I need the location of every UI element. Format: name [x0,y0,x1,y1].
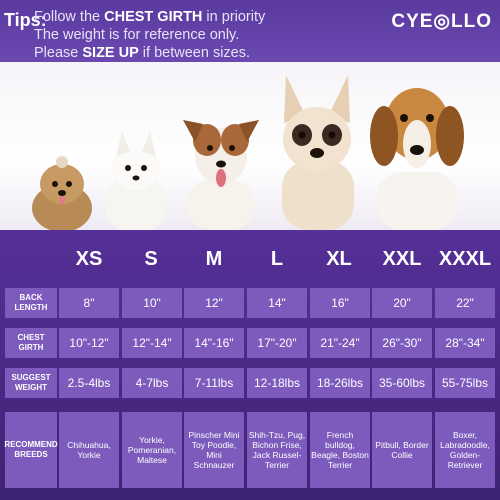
back-length-s: 10" [122,288,182,318]
size-s: S [144,248,158,270]
breeds-l: Shih-Tzu, Pug, Bichon Frise, Jack Russel… [247,412,307,488]
chest-girth-xl: 21"-24" [310,328,370,358]
tips-line-1-pre: Follow the [34,9,105,25]
dog-photo-strip [0,62,500,230]
tips-line-3-post: if between sizes. [138,45,251,61]
tips-line-3: Please SIZE UP if between sizes. [34,44,334,62]
suggest-weight-xxl: 35-60lbs [372,368,432,398]
tips-label: Tips: [4,10,47,30]
size-header-row: XS S M L XL XXL XXXL [0,248,500,278]
back-length-xxl: 20" [372,288,432,318]
breeds-xxl: Pitbull, Border Collie [372,412,432,488]
tips-line-1-post: in priority [202,9,266,25]
yorkie-photo [32,156,92,230]
size-xxl: XXL [382,248,422,270]
chest-girth-s: 12"-14" [122,328,182,358]
back-length-l: 14" [247,288,307,318]
breeds-s: Yorkie, Pomeranian, Maltese [122,412,182,488]
back-length-xs: 8" [59,288,119,318]
suggest-weight-xs: 2.5-4lbs [59,368,119,398]
breeds-m: Pinscher Mini Toy Poodle, Mini Schnauzer [184,412,244,488]
back-length-row: BACK LENGTH 8" 10" 12" 14" 16" 20" 22" [0,288,500,318]
suggest-weight-xl: 18-26lbs [310,368,370,398]
breeds-xs: Chihuahua, Yorkie [59,412,119,488]
jack-russell-photo [183,120,259,230]
size-xl: XL [326,248,352,270]
size-xxxl: XXXL [438,248,492,270]
suggest-weight-l: 12-18lbs [247,368,307,398]
french-bulldog-photo [282,75,354,230]
chest-girth-m: 14"-16" [184,328,244,358]
tips-line-2: The weight is for reference only. [34,27,240,43]
chest-girth-l: 17"-20" [247,328,307,358]
chest-girth-xxl: 26"-30" [372,328,432,358]
recommend-breeds-row: RECOMMEND BREEDS Chihuahua, Yorkie Yorki… [0,412,500,488]
back-length-xxxl: 22" [435,288,495,318]
tips-line-1-bold: CHEST GIRTH [104,9,203,25]
chest-girth-xs: 10"-12" [59,328,119,358]
back-length-m: 12" [184,288,244,318]
size-l: L [270,248,284,270]
tips-banner [0,0,500,62]
breeds-xl: French bulldog, Beagle, Boston Terrier [310,412,370,488]
breeds-xxxl: Boxer, Labradoodle, Golden-Retriever [435,412,495,488]
tips-line-3-bold: SIZE UP [82,45,139,61]
suggest-weight-s: 4-7lbs [122,368,182,398]
size-xs: XS [75,248,103,270]
suggest-weight-row: SUGGEST WEIGHT 2.5-4lbs 4-7lbs 7-11lbs 1… [0,368,500,398]
tips-line-3-pre: Please [34,45,83,61]
back-length-xl: 16" [310,288,370,318]
size-chart: XS S M L XL XXL XXXL BACK LENGTH 8" 10" … [0,230,500,500]
recommend-breeds-label: RECOMMEND BREEDS [4,412,58,488]
tips-text: Follow the CHEST GIRTH in priority The w… [34,8,334,62]
brand-logo: CYE◎LLO [391,11,492,32]
suggest-weight-label: SUGGEST WEIGHT [5,368,57,398]
chest-girth-xxxl: 28"-34" [435,328,495,358]
chest-girth-row: CHEST GIRTH 10"-12" 12"-14" 14"-16" 17"-… [0,328,500,358]
size-m: M [205,248,223,270]
tips-line-1: Follow the CHEST GIRTH in priority [34,8,334,26]
suggest-weight-xxxl: 55-75lbs [435,368,495,398]
pomeranian-photo [104,132,168,230]
back-length-label: BACK LENGTH [5,288,57,318]
chest-girth-label: CHEST GIRTH [5,328,57,358]
beagle-photo [370,88,464,230]
suggest-weight-m: 7-11lbs [184,368,244,398]
